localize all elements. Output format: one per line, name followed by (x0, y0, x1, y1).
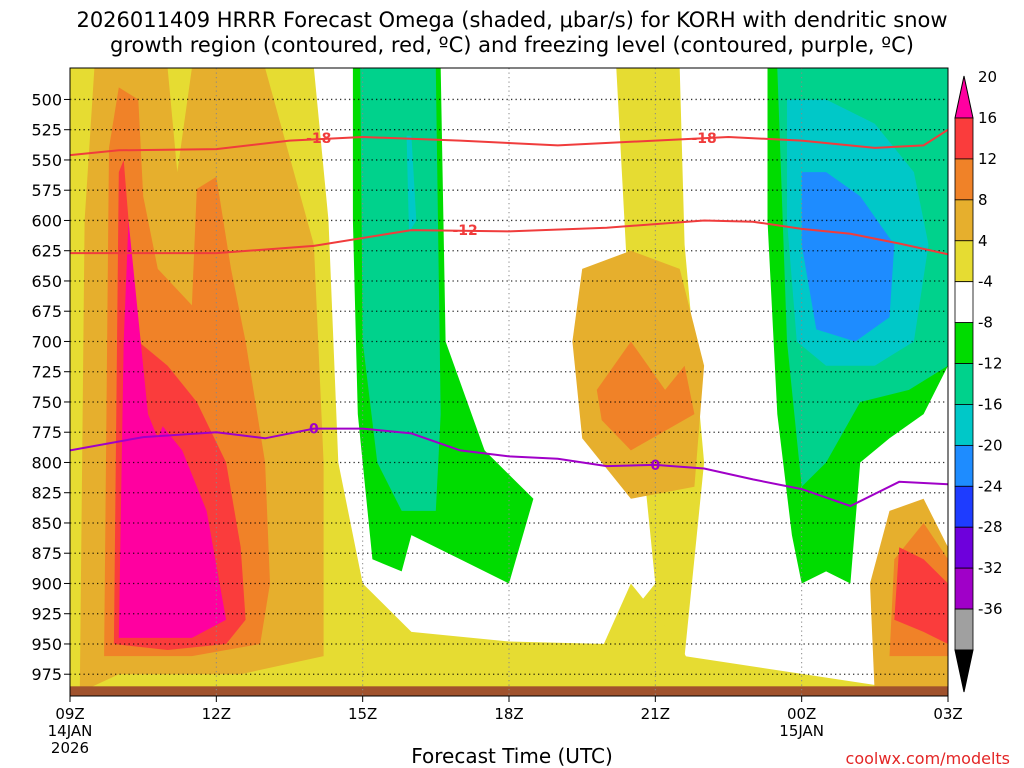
y-tick-label: 500 (31, 90, 62, 109)
credit-link[interactable]: coolwx.com/modelts (845, 749, 1010, 768)
colorbar-label: -20 (978, 436, 1003, 454)
contour-label-1: -18 (691, 131, 716, 147)
x-tick-label: 00Z (787, 705, 816, 723)
colorbar-band (954, 567, 974, 610)
colorbar-band (954, 158, 974, 201)
y-tick-label: 850 (31, 514, 62, 533)
colorbar-top-triangle (954, 75, 974, 119)
y-tick-label: 825 (31, 484, 62, 503)
y-tick-label: 700 (31, 332, 62, 351)
colorbar-band (954, 363, 974, 405)
contour-label-0: -18 (306, 131, 331, 147)
ground-strip (70, 686, 948, 696)
y-tick-label: 950 (31, 635, 62, 654)
contour-label-text: -18 (306, 131, 331, 147)
x-tick-date: 14JAN (48, 722, 93, 740)
colorbar-label: -36 (978, 600, 1003, 618)
x-tick-label: 09Z (55, 705, 84, 723)
colorbar-label: 4 (978, 232, 988, 250)
omega-region-9 (894, 547, 948, 644)
chart-title: 2026011409 HRRR Forecast Omega (shaded, … (0, 8, 1024, 58)
colorbar-band (954, 444, 974, 487)
omega-region-15 (406, 135, 417, 233)
y-tick-label: 600 (31, 211, 62, 230)
colorbar-bottom-triangle (954, 649, 974, 693)
colorbar-label: -12 (978, 355, 1003, 373)
x-tick-label: 15Z (348, 705, 377, 723)
colorbar-label: 16 (978, 109, 997, 127)
colorbar-band (954, 485, 974, 528)
contour-label-text: 0 (309, 422, 319, 438)
colorbar-band (954, 240, 974, 283)
y-tick-label: 775 (31, 423, 62, 442)
contour--12C (70, 219, 948, 256)
colorbar-label: -28 (978, 518, 1003, 536)
contour-label-text: -12 (452, 223, 477, 239)
omega-region-17 (801, 172, 895, 342)
y-tick-label: 675 (31, 302, 62, 321)
colorbar-band (954, 117, 974, 160)
colorbar-label: -16 (978, 395, 1003, 413)
omega-region-6 (596, 341, 695, 451)
y-tick-label: 800 (31, 453, 62, 472)
y-tick-label: 975 (31, 665, 62, 684)
x-tick-label: 03Z (933, 705, 962, 723)
contour-label-3: 0 (309, 422, 319, 438)
omega-region-13 (360, 68, 441, 511)
x-tick-label: 18Z (494, 705, 523, 723)
y-tick-label: 550 (31, 151, 62, 170)
y-tick-label: 525 (31, 121, 62, 140)
colorbar-band (954, 526, 974, 569)
y-tick-label: 925 (31, 605, 62, 624)
colorbar-band (954, 608, 974, 651)
colorbar-band (954, 322, 974, 364)
colorbar-label: -4 (978, 273, 993, 291)
colorbar-band (954, 199, 974, 242)
y-tick-label: 750 (31, 393, 62, 412)
x-tick-label: 21Z (641, 705, 670, 723)
y-tick-label: 625 (31, 242, 62, 261)
x-tick-year: 2026 (51, 739, 89, 757)
y-tick-label: 875 (31, 544, 62, 563)
colorbar-label: 8 (978, 191, 988, 209)
x-axis-label: Forecast Time (UTC) (411, 744, 613, 768)
title-line-2: growth region (contoured, red, ºC) and f… (110, 33, 914, 57)
contour-label-text: 0 (650, 458, 660, 474)
title-line-1: 2026011409 HRRR Forecast Omega (shaded, … (76, 8, 948, 32)
colorbar-band (954, 281, 974, 324)
contour-label-2: -12 (452, 223, 477, 239)
colorbar-label: -8 (978, 314, 993, 332)
colorbar-label: 12 (978, 150, 997, 168)
x-tick-label: 12Z (202, 705, 231, 723)
contour-label-text: -18 (691, 131, 716, 147)
y-tick-label: 575 (31, 181, 62, 200)
y-tick-label: 725 (31, 363, 62, 382)
y-tick-label: 900 (31, 574, 62, 593)
colorbar-label: 20 (978, 68, 997, 86)
colorbar-band (954, 404, 974, 446)
colorbar-label: -24 (978, 477, 1003, 495)
y-tick-label: 650 (31, 272, 62, 291)
omega-region-10 (118, 220, 227, 638)
contour-label-4: 0 (650, 458, 660, 474)
x-tick-date: 15JAN (779, 722, 824, 740)
contour--18C (70, 128, 948, 157)
omega-region-1 (582, 583, 705, 693)
contour-0C (70, 427, 948, 508)
colorbar-label: -32 (978, 559, 1003, 577)
